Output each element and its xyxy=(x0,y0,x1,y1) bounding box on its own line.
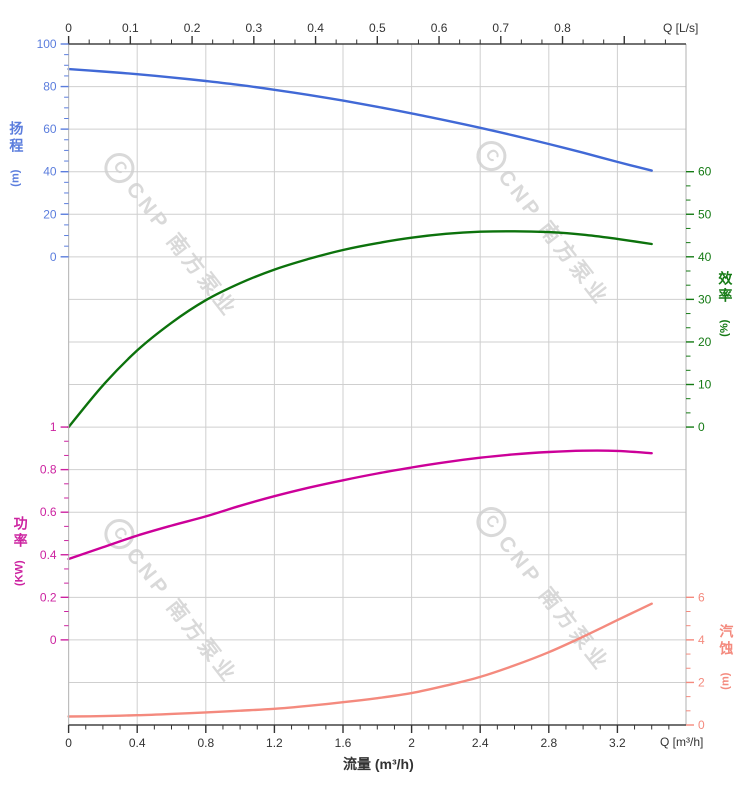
head-axis-title: 扬程 (m) xyxy=(7,121,25,187)
x-axis-title: 流量 (m³/h) xyxy=(343,756,414,772)
svg-text:0.3: 0.3 xyxy=(245,21,262,35)
npsh-axis-unit: (m) xyxy=(719,672,732,690)
npsh-axis: 6 4 2 0 xyxy=(686,590,705,732)
svg-text:0.6: 0.6 xyxy=(40,505,57,519)
svg-text:1.6: 1.6 xyxy=(335,736,352,750)
svg-text:2: 2 xyxy=(408,736,415,750)
npsh-axis-title: 汽蚀 (m) xyxy=(717,624,735,690)
svg-text:0.6: 0.6 xyxy=(431,21,448,35)
x-axis-bottom: 0 0.4 0.8 1.2 1.6 2 2.4 2.8 3.2 xyxy=(65,725,670,750)
svg-text:0: 0 xyxy=(65,21,72,35)
svg-text:60: 60 xyxy=(43,122,57,136)
curves xyxy=(67,67,653,718)
svg-text:30: 30 xyxy=(698,292,712,306)
svg-text:0.4: 0.4 xyxy=(129,736,146,750)
bottom-axis-unit-label: Q [m³/h] xyxy=(660,735,704,749)
svg-text:0.5: 0.5 xyxy=(369,21,386,35)
svg-text:10: 10 xyxy=(698,378,712,392)
svg-text:0.4: 0.4 xyxy=(307,21,324,35)
grid xyxy=(68,44,686,725)
x-axis-top: 0 0.1 0.2 0.3 0.4 0.5 0.6 0.7 0.8 xyxy=(65,21,666,44)
svg-text:0.8: 0.8 xyxy=(554,21,571,35)
efficiency-axis-unit: (%) xyxy=(718,319,731,337)
efficiency-axis: 60 50 40 30 20 10 0 xyxy=(686,165,712,434)
svg-text:0: 0 xyxy=(65,736,72,750)
svg-text:3.2: 3.2 xyxy=(609,736,626,750)
svg-text:2.4: 2.4 xyxy=(472,736,489,750)
svg-text:0: 0 xyxy=(698,718,705,732)
npsh-axis-title-text: 汽蚀 xyxy=(718,624,735,658)
svg-text:0: 0 xyxy=(698,420,705,434)
efficiency-curve xyxy=(67,230,653,429)
power-curve xyxy=(67,449,653,561)
efficiency-axis-title: 效率 (%) xyxy=(716,271,734,337)
svg-text:40: 40 xyxy=(698,250,712,264)
svg-text:0: 0 xyxy=(50,633,57,647)
svg-text:1: 1 xyxy=(50,420,57,434)
head-axis-unit: (m) xyxy=(9,169,22,187)
top-axis-unit-label: Q [L/s] xyxy=(663,21,699,35)
svg-text:4: 4 xyxy=(698,633,705,647)
svg-text:0.2: 0.2 xyxy=(40,590,57,604)
svg-text:40: 40 xyxy=(43,165,57,179)
npsh-curve xyxy=(67,602,653,718)
svg-text:2.8: 2.8 xyxy=(540,736,557,750)
power-axis-title-text: 功率 xyxy=(12,516,29,550)
power-axis: 1 0.8 0.6 0.4 0.2 0 xyxy=(40,420,69,647)
svg-text:0.8: 0.8 xyxy=(197,736,214,750)
head-axis: 100 80 60 40 20 0 xyxy=(37,37,69,264)
svg-text:0.4: 0.4 xyxy=(40,548,57,562)
svg-text:60: 60 xyxy=(698,165,712,179)
svg-text:20: 20 xyxy=(698,335,712,349)
svg-text:6: 6 xyxy=(698,590,705,604)
svg-text:0: 0 xyxy=(50,250,57,264)
svg-text:20: 20 xyxy=(43,207,57,221)
svg-text:0.7: 0.7 xyxy=(492,21,509,35)
svg-text:1.2: 1.2 xyxy=(266,736,283,750)
svg-text:0.1: 0.1 xyxy=(122,21,139,35)
svg-text:50: 50 xyxy=(698,207,712,221)
head-axis-title-text: 扬程 xyxy=(8,121,25,155)
svg-text:0.8: 0.8 xyxy=(40,463,57,477)
svg-text:80: 80 xyxy=(43,80,57,94)
efficiency-axis-title-text: 效率 xyxy=(717,271,734,305)
svg-text:2: 2 xyxy=(698,675,705,689)
power-axis-unit: (KW) xyxy=(13,560,26,586)
svg-text:100: 100 xyxy=(37,37,57,51)
svg-text:0.2: 0.2 xyxy=(184,21,201,35)
head-curve xyxy=(67,67,653,172)
power-axis-title: 功率 (KW) xyxy=(7,516,33,586)
